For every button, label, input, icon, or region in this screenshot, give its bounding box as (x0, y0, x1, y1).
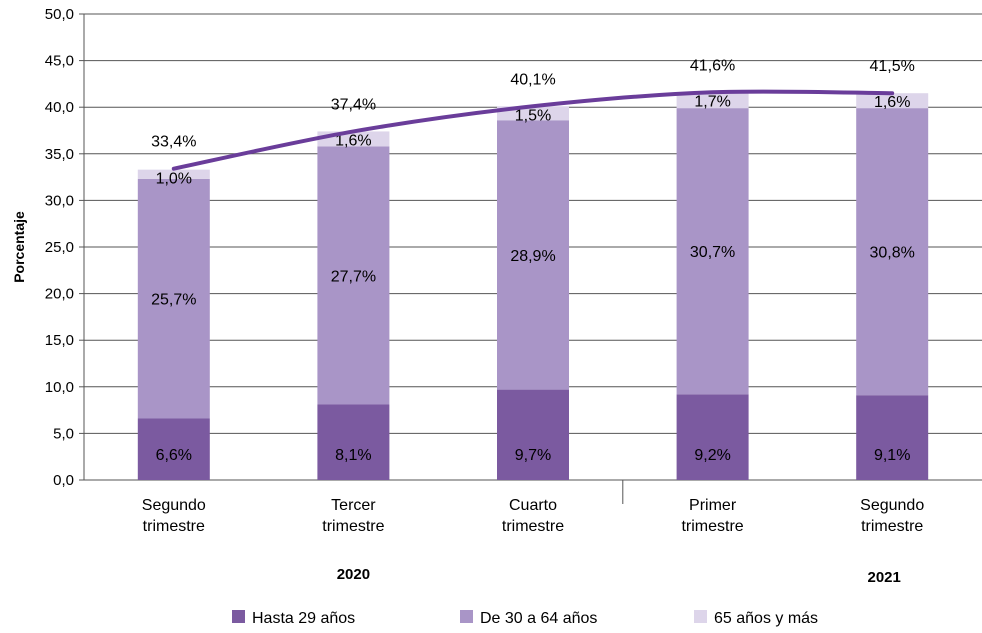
legend-label: De 30 a 64 años (480, 610, 597, 627)
bar-segment (317, 146, 390, 405)
bar-segment (317, 404, 390, 480)
data-label: 1,6% (335, 132, 371, 149)
data-label: 30,8% (870, 245, 915, 262)
bar-segment (497, 389, 569, 480)
y-tick-label: 50,0 (45, 6, 74, 23)
y-tick-label: 5,0 (53, 425, 74, 442)
legend-label: Hasta 29 años (252, 610, 355, 627)
x-tick-label: Segundo (142, 497, 206, 514)
total-line (171, 89, 895, 171)
bar-segment (856, 108, 929, 396)
data-label: 6,6% (156, 447, 192, 464)
y-tick-label: 30,0 (45, 192, 74, 209)
data-label: 25,7% (151, 292, 196, 309)
bar-segment (856, 395, 929, 480)
x-tick-label: Segundo (860, 497, 924, 514)
data-label: 1,0% (156, 171, 192, 188)
bar-segment (676, 394, 749, 480)
bar-segment (137, 418, 210, 480)
y-tick-label: 10,0 (45, 379, 74, 396)
data-label: 1,6% (874, 94, 910, 111)
legend-swatch (460, 610, 473, 623)
x-tick-label: trimestre (861, 518, 923, 535)
data-label: 9,2% (694, 447, 730, 464)
y-axis-label: Porcentaje (11, 211, 27, 283)
data-label: 27,7% (331, 268, 376, 285)
data-label: 9,1% (874, 447, 910, 464)
legend-label: 65 años y más (714, 610, 818, 627)
data-label: 9,7% (515, 447, 551, 464)
data-label: 1,5% (515, 107, 551, 124)
y-tick-label: 40,0 (45, 99, 74, 116)
x-tick-label: trimestre (681, 518, 743, 535)
x-tick-label: trimestre (322, 518, 384, 535)
legend-swatch (694, 610, 707, 623)
y-tick-label: 0,0 (53, 472, 74, 489)
bar-segment (676, 108, 749, 395)
x-tick-label: Primer (689, 497, 737, 514)
data-label: 28,9% (510, 248, 555, 265)
x-tick-label: Cuarto (509, 497, 557, 514)
x-tick-label: trimestre (502, 518, 564, 535)
bar-segment (856, 93, 929, 109)
y-tick-label: 25,0 (45, 239, 74, 256)
y-tick-label: 45,0 (45, 53, 74, 70)
legend-swatch (232, 610, 245, 623)
total-label: 41,5% (870, 58, 915, 75)
data-label: 30,7% (690, 244, 735, 261)
bar-segment (676, 92, 749, 109)
bar-segment (137, 169, 210, 179)
y-tick-label: 35,0 (45, 146, 74, 163)
bar-segment (497, 120, 569, 390)
data-label: 1,7% (694, 93, 730, 110)
total-label: 40,1% (510, 71, 555, 88)
bar-segment (137, 178, 210, 419)
y-tick-label: 20,0 (45, 286, 74, 303)
y-tick-label: 15,0 (45, 332, 74, 349)
total-label: 37,4% (331, 96, 376, 113)
year-label: 2020 (337, 566, 370, 583)
x-tick-label: trimestre (143, 518, 205, 535)
year-label: 2021 (868, 569, 901, 586)
data-label: 8,1% (335, 447, 371, 464)
total-label: 41,6% (690, 57, 735, 74)
x-tick-label: Tercer (331, 497, 376, 514)
total-label: 33,4% (151, 134, 196, 151)
